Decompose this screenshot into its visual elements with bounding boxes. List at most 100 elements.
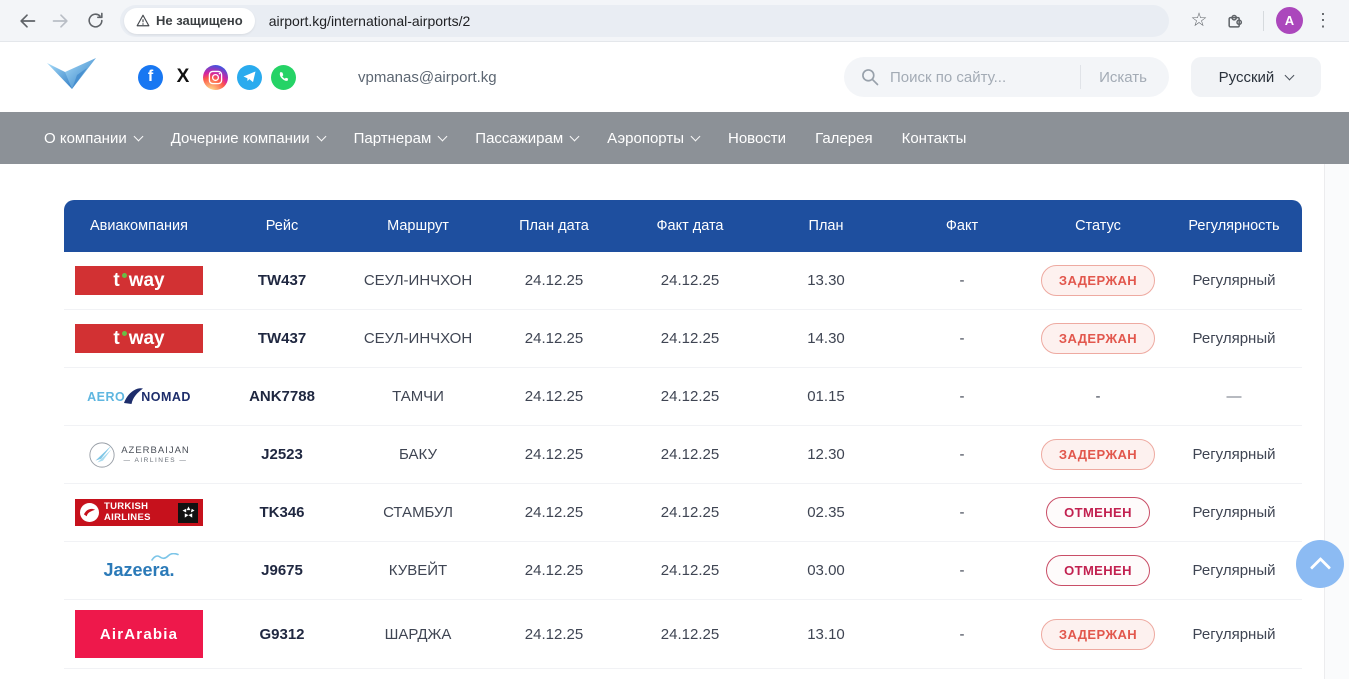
plan-date-cell: 24.12.25 (486, 562, 622, 579)
status-badge: ЗАДЕРЖАН (1041, 323, 1155, 354)
contact-email[interactable]: vpmanas@airport.kg (358, 69, 497, 86)
airline-logo-tway: tway (75, 266, 203, 295)
route-cell: ШАРДЖА (350, 626, 486, 643)
airline-logo-turkish: TURKISHAIRLINES (75, 499, 203, 526)
security-chip-label: Не защищено (156, 13, 243, 28)
search-icon (860, 67, 880, 87)
facebook-icon[interactable]: f (138, 65, 163, 90)
plan-date-cell: 24.12.25 (486, 272, 622, 289)
plan-date-cell: 24.12.25 (486, 388, 622, 405)
fact-cell: - (894, 562, 1030, 579)
column-header: Авиакомпания (64, 218, 214, 234)
page-scrollbar[interactable] (1324, 164, 1349, 679)
plan-time-cell: 01.15 (758, 388, 894, 405)
nav-item-label: Новости (728, 130, 786, 147)
airline-cell: tway (64, 314, 214, 363)
table-row: twayTW437СЕУЛ-ИНЧХОН24.12.2524.12.2514.3… (64, 310, 1302, 368)
nav-item-label: Контакты (902, 130, 967, 147)
column-header: Маршрут (350, 218, 486, 234)
nav-item-label: Партнерам (354, 130, 432, 147)
fact-date-cell: 24.12.25 (622, 330, 758, 347)
status-cell: ЗАДЕРЖАН (1030, 439, 1166, 470)
warning-icon (136, 14, 150, 27)
search-input[interactable] (890, 69, 1080, 86)
fact-cell: - (894, 272, 1030, 289)
fact-cell: - (894, 446, 1030, 463)
chevron-up-icon (1309, 557, 1330, 578)
language-selector[interactable]: Русский (1191, 57, 1321, 97)
nav-item[interactable]: О компании (44, 130, 142, 147)
nav-item[interactable]: Дочерние компании (171, 130, 325, 147)
plan-date-cell: 24.12.25 (486, 330, 622, 347)
route-cell: ТАМЧИ (350, 388, 486, 405)
security-chip[interactable]: Не защищено (124, 8, 255, 34)
airline-cell: TURKISHAIRLINES (64, 489, 214, 536)
plan-date-cell: 24.12.25 (486, 504, 622, 521)
flight-cell: G9312 (214, 626, 350, 643)
chevron-down-icon (570, 131, 580, 141)
regularity-cell: — (1166, 388, 1302, 405)
nav-item-label: Пассажирам (475, 130, 563, 147)
nav-item[interactable]: Аэропорты (607, 130, 699, 147)
table-row: TURKISHAIRLINESTK346СТАМБУЛ24.12.2524.12… (64, 484, 1302, 542)
plan-time-cell: 13.10 (758, 626, 894, 643)
fact-date-cell: 24.12.25 (622, 388, 758, 405)
forward-icon[interactable] (44, 4, 78, 38)
telegram-icon[interactable] (237, 65, 262, 90)
nav-item[interactable]: Пассажирам (475, 130, 578, 147)
airline-logo-aeronomad: AERONOMAD (87, 387, 191, 407)
nav-item[interactable]: Галерея (815, 130, 873, 147)
table-row: AERONOMADANK7788ТАМЧИ24.12.2524.12.2501.… (64, 368, 1302, 426)
whatsapp-icon[interactable] (271, 65, 296, 90)
nav-item[interactable]: Новости (728, 130, 786, 147)
status-cell: ЗАДЕРЖАН (1030, 265, 1166, 296)
chevron-down-icon (691, 131, 701, 141)
profile-avatar[interactable]: A (1276, 7, 1303, 34)
status-cell: ЗАДЕРЖАН (1030, 619, 1166, 650)
x-twitter-icon[interactable]: X (172, 65, 194, 90)
language-label: Русский (1219, 69, 1275, 86)
fact-cell: - (894, 388, 1030, 405)
url-text[interactable]: airport.kg/international-airports/2 (269, 13, 471, 29)
column-header: План дата (486, 218, 622, 234)
table-row: twayTW437СЕУЛ-ИНЧХОН24.12.2524.12.2513.3… (64, 252, 1302, 310)
extensions-icon[interactable] (1219, 5, 1251, 37)
nav-item-label: Галерея (815, 130, 873, 147)
scroll-to-top-button[interactable] (1296, 540, 1344, 588)
airline-cell: tway (64, 256, 214, 305)
flight-table-header: АвиакомпанияРейсМаршрутПлан датаФакт дат… (64, 200, 1302, 252)
bookmark-star-icon[interactable]: ☆ (1183, 5, 1215, 37)
site-logo[interactable] (44, 56, 100, 99)
flight-cell: TK346 (214, 504, 350, 521)
airline-logo-jazeera: Jazeera. (103, 560, 174, 581)
airline-cell: AERONOMAD (64, 377, 214, 417)
reload-icon[interactable] (78, 4, 112, 38)
social-links: f X (138, 65, 296, 90)
browser-toolbar: Не защищено airport.kg/international-air… (0, 0, 1349, 42)
url-bar[interactable]: Не защищено airport.kg/international-air… (120, 5, 1169, 37)
flight-cell: ANK7788 (214, 388, 350, 405)
plan-date-cell: 24.12.25 (486, 446, 622, 463)
nav-item[interactable]: Партнерам (354, 130, 447, 147)
flight-cell: J2523 (214, 446, 350, 463)
flight-table: АвиакомпанияРейсМаршрутПлан датаФакт дат… (64, 200, 1302, 669)
plan-time-cell: 02.35 (758, 504, 894, 521)
plan-time-cell: 14.30 (758, 330, 894, 347)
route-cell: СЕУЛ-ИНЧХОН (350, 272, 486, 289)
back-icon[interactable] (10, 4, 44, 38)
nav-item[interactable]: Контакты (902, 130, 967, 147)
page-content: АвиакомпанияРейсМаршрутПлан датаФакт дат… (0, 164, 1349, 629)
column-header: Рейс (214, 218, 350, 234)
status-badge: ОТМЕНЕН (1046, 555, 1150, 586)
status-badge: ЗАДЕРЖАН (1041, 439, 1155, 470)
instagram-icon[interactable] (203, 65, 228, 90)
airline-logo-tway: tway (75, 324, 203, 353)
browser-menu-icon[interactable]: ⋮ (1307, 5, 1339, 37)
status-badge: ОТМЕНЕН (1046, 497, 1150, 528)
site-header: f X vpmanas@airport.kg Искать Русский (0, 42, 1349, 112)
search-button[interactable]: Искать (1081, 69, 1165, 86)
chevron-down-icon (438, 131, 448, 141)
status-cell: ОТМЕНЕН (1030, 555, 1166, 586)
fact-cell: - (894, 504, 1030, 521)
regularity-cell: Регулярный (1166, 626, 1302, 643)
